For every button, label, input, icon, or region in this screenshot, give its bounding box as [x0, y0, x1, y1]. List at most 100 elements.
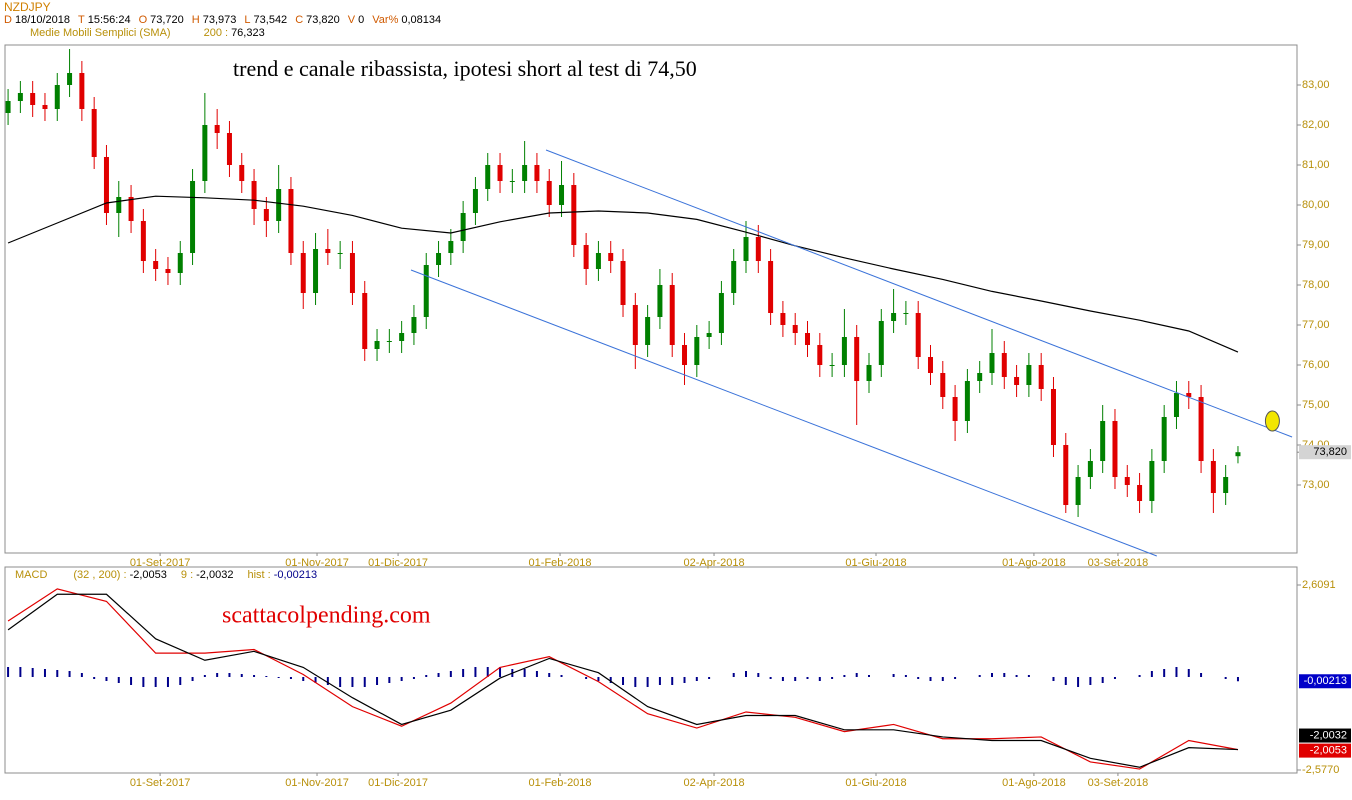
candle-body	[805, 333, 811, 345]
candle-body	[559, 185, 565, 205]
candle-body	[546, 181, 552, 205]
candle-body	[300, 253, 306, 293]
candle-body	[854, 337, 860, 381]
candle-body	[5, 101, 11, 113]
channel-line	[410, 269, 1157, 557]
y-tick-label: 73,00	[1302, 479, 1330, 491]
value-tag: -2,0032	[1310, 729, 1347, 741]
x-tick-label: 03-Set-2018	[1088, 557, 1149, 569]
legend-value: -2,0053	[129, 569, 167, 581]
x-tick-label: 02-Apr-2018	[683, 777, 744, 789]
candle-body	[67, 73, 73, 85]
info-value: 0	[358, 14, 365, 26]
title-line: NZDJPY	[4, 1, 54, 15]
candle-body	[878, 321, 884, 365]
chart-title: MACD	[15, 569, 48, 581]
candle-body	[1100, 421, 1106, 461]
legend-value: -2,0032	[196, 569, 234, 581]
candle-body	[927, 357, 933, 373]
candle-body	[1001, 353, 1007, 377]
y-tick-label: 77,00	[1302, 319, 1330, 331]
candle-body	[30, 93, 36, 105]
x-tick-label: 01-Ago-2018	[1002, 777, 1066, 789]
candle-body	[1014, 377, 1020, 385]
candle-body	[202, 125, 208, 181]
candle-body	[460, 213, 466, 241]
info-value: 73,542	[253, 14, 288, 26]
x-tick-label: 01-Ago-2018	[1002, 557, 1066, 569]
candle-body	[669, 285, 675, 345]
info-value: 73,720	[150, 14, 184, 26]
y-tick-label: 80,00	[1302, 199, 1330, 211]
annotation: scattacolpending.com	[222, 603, 431, 629]
y-tick-label: 2,6091	[1302, 579, 1336, 591]
x-tick-label: 01-Set-2017	[130, 557, 191, 569]
candle-body	[706, 333, 712, 337]
candle-body	[411, 317, 417, 333]
candle-body	[1137, 485, 1143, 501]
legend-value: 76,323	[231, 27, 265, 39]
candle-body	[362, 293, 368, 349]
info-key: H	[191, 14, 200, 26]
value-tag: -2,0053	[1310, 745, 1347, 757]
candle-body	[1112, 421, 1118, 477]
y-tick-label: 78,00	[1302, 279, 1330, 291]
candle-body	[214, 125, 220, 133]
candle-body	[386, 341, 392, 342]
candle-body	[915, 313, 921, 357]
candle-body	[140, 221, 146, 261]
candle-body	[349, 253, 355, 293]
candle-body	[817, 345, 823, 365]
sma-legend: Medie Mobili Semplici (SMA) 200 :76,323	[30, 27, 273, 40]
legend-value: -0,00213	[273, 569, 318, 581]
x-tick-label: 01-Giu-2018	[845, 777, 906, 789]
candle-body	[1235, 452, 1241, 457]
candle-body	[313, 249, 319, 293]
candle-body	[1173, 393, 1179, 417]
candle-body	[1223, 477, 1229, 493]
candle-body	[595, 253, 601, 269]
candle-body	[534, 165, 540, 181]
y-tick-label: 75,00	[1302, 399, 1330, 411]
info-key: C	[295, 14, 304, 26]
candle-body	[337, 253, 343, 254]
candle-body	[116, 197, 122, 213]
price-tag-box	[1299, 445, 1351, 460]
candle-body	[694, 337, 700, 365]
x-tick-label: 01-Nov-2017	[285, 557, 349, 569]
candle-body	[1050, 389, 1056, 445]
info-value: 18/10/2018	[14, 14, 71, 26]
candle-body	[903, 313, 909, 314]
candle-body	[755, 237, 761, 261]
candle-body	[448, 241, 454, 253]
candle-body	[79, 73, 85, 109]
candle-body	[841, 337, 847, 365]
candle-body	[608, 253, 614, 261]
candle-body	[276, 189, 282, 221]
candle-body	[829, 365, 835, 366]
annotation: trend e canale ribassista, ipotesi short…	[233, 56, 697, 81]
candle-body	[645, 317, 651, 345]
candle-body	[91, 109, 97, 157]
info-key: Var%	[372, 14, 399, 26]
info-key: V	[347, 14, 356, 26]
candle-body	[497, 165, 503, 181]
candle-body	[977, 373, 983, 381]
candle-body	[263, 209, 269, 221]
candle-body	[891, 313, 897, 321]
legend-name: Medie Mobili Semplici (SMA)	[30, 27, 171, 39]
info-key: O	[138, 14, 148, 26]
legend-period: 200 :	[203, 27, 229, 39]
legend-name: hist :	[247, 569, 271, 581]
value-tag-box	[1299, 743, 1351, 758]
candle-body	[239, 165, 245, 181]
channel-line	[545, 149, 1293, 438]
candle-body	[632, 305, 638, 345]
chart-title: NZDJPY	[4, 0, 51, 14]
value-tag: -0,00213	[1304, 675, 1347, 687]
target-marker	[1264, 410, 1280, 432]
candle-body	[780, 313, 786, 325]
x-tick-label: 01-Nov-2017	[285, 777, 349, 789]
